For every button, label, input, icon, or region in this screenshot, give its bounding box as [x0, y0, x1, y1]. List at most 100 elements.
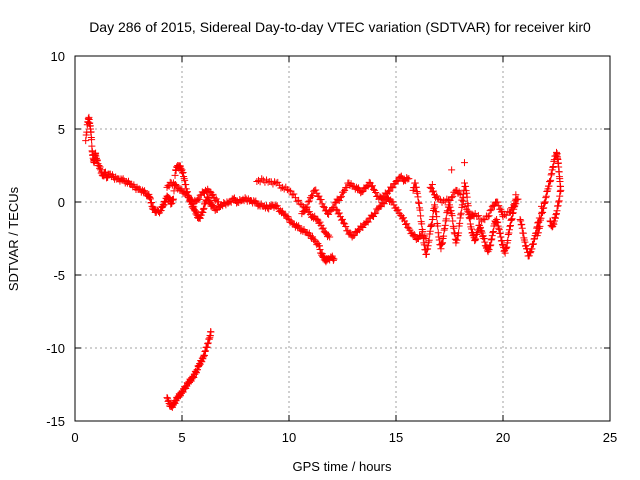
data-point	[440, 232, 448, 240]
data-point	[471, 236, 479, 244]
data-point	[449, 193, 457, 201]
data-point	[207, 328, 215, 336]
data-point	[534, 229, 542, 237]
data-point	[473, 230, 481, 238]
data-point	[546, 217, 554, 225]
data-point	[472, 235, 480, 243]
data-point	[342, 222, 350, 230]
data-point	[513, 196, 521, 204]
data-point	[329, 256, 337, 264]
data-point	[487, 241, 495, 249]
data-point	[309, 192, 317, 200]
data-point	[437, 240, 445, 248]
data-point	[368, 182, 376, 190]
data-point	[477, 223, 485, 231]
data-point	[506, 208, 514, 216]
data-point	[465, 214, 473, 222]
data-point	[167, 200, 175, 208]
data-point	[549, 163, 557, 171]
data-point	[553, 210, 560, 218]
data-point	[179, 169, 187, 177]
data-point	[389, 198, 397, 206]
x-tick-label: 0	[71, 430, 78, 445]
data-point	[241, 194, 249, 202]
data-point	[96, 163, 104, 171]
data-point	[505, 229, 513, 237]
data-point	[311, 236, 319, 244]
data-point	[502, 211, 510, 219]
data-point	[542, 194, 550, 202]
data-point	[428, 220, 436, 228]
data-point	[414, 193, 422, 201]
data-point	[514, 195, 522, 203]
data-point	[507, 216, 515, 224]
x-tick-label: 5	[178, 430, 185, 445]
data-point	[557, 186, 565, 194]
data-point	[420, 241, 428, 249]
data-point	[526, 249, 534, 257]
data-point	[495, 224, 503, 232]
data-point	[315, 242, 323, 250]
data-point	[303, 203, 311, 211]
data-point	[258, 175, 266, 183]
data-point	[440, 196, 448, 204]
axis-ticks: 0 5 10 15 20 25 -15 -10 -5 0 5 10	[46, 49, 617, 445]
data-point	[504, 231, 512, 239]
data-point	[448, 166, 456, 174]
data-point	[518, 220, 526, 228]
data-point	[538, 202, 546, 210]
data-point	[536, 222, 544, 230]
data-point	[419, 234, 427, 242]
data-point	[316, 245, 324, 253]
data-point	[462, 182, 470, 190]
data-point	[463, 205, 471, 213]
data-point	[165, 396, 173, 404]
data-point	[179, 388, 187, 396]
data-point	[316, 218, 324, 226]
data-point	[556, 187, 564, 195]
data-point	[555, 198, 563, 206]
data-point	[168, 199, 176, 207]
data-point	[528, 245, 536, 253]
data-point	[437, 245, 445, 253]
data-point	[467, 225, 475, 233]
data-point	[551, 213, 559, 221]
data-point	[372, 209, 380, 217]
data-point	[157, 207, 165, 215]
data-point	[322, 206, 330, 214]
data-point	[191, 207, 199, 215]
data-point	[512, 200, 520, 208]
data-point	[205, 335, 213, 343]
data-point	[312, 186, 320, 194]
data-point	[478, 227, 486, 235]
data-point	[489, 229, 497, 237]
data-point	[541, 198, 549, 206]
data-point	[481, 238, 489, 246]
data-point	[181, 383, 189, 391]
data-point	[339, 215, 346, 223]
grid	[75, 56, 610, 421]
data-point	[455, 188, 463, 196]
data-point	[422, 250, 430, 258]
data-point	[459, 197, 467, 205]
data-point	[494, 198, 502, 206]
data-point	[403, 220, 411, 228]
data-point	[340, 219, 348, 227]
data-point	[170, 187, 178, 195]
data-point	[521, 238, 529, 246]
data-point	[498, 237, 506, 245]
data-point	[372, 189, 380, 197]
y-tick-label: 5	[58, 122, 65, 137]
data-point	[439, 239, 447, 247]
data-point	[541, 199, 549, 207]
data-point	[457, 209, 465, 217]
data-point	[194, 366, 202, 374]
data-point	[508, 216, 516, 224]
data-point	[394, 206, 402, 214]
data-point	[300, 208, 308, 216]
data-point	[365, 178, 373, 186]
data-point	[432, 208, 440, 216]
data-point	[505, 226, 513, 234]
data-point	[201, 348, 209, 356]
